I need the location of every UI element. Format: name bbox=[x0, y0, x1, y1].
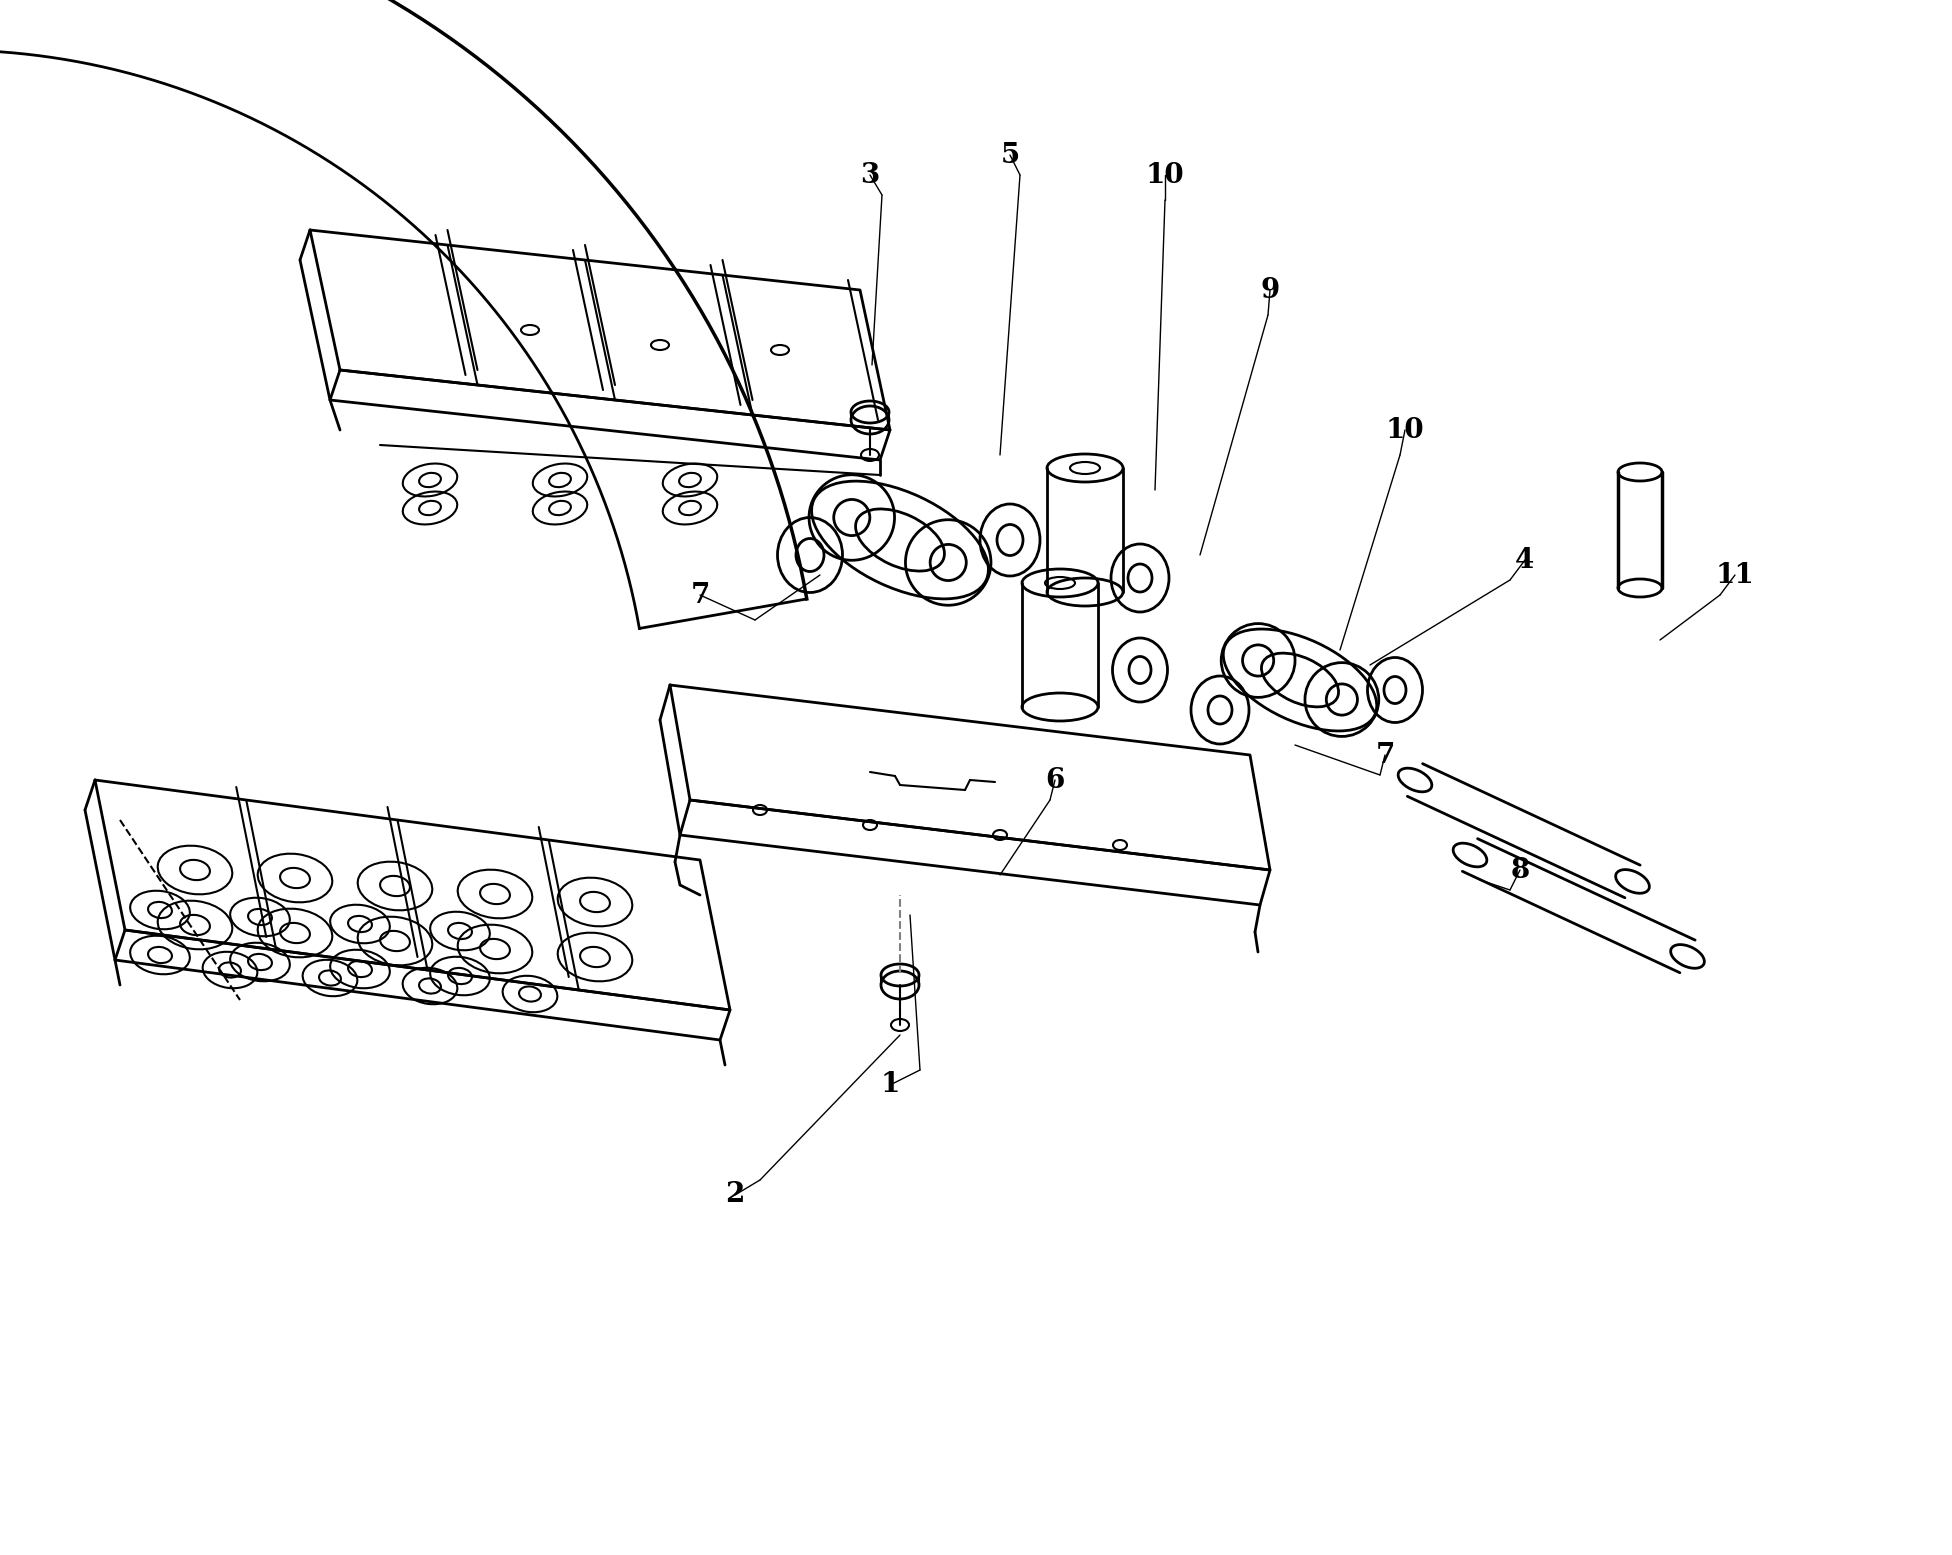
Text: 11: 11 bbox=[1716, 561, 1755, 588]
Text: 1: 1 bbox=[880, 1071, 900, 1098]
Text: 3: 3 bbox=[861, 162, 880, 188]
Text: 4: 4 bbox=[1515, 546, 1534, 574]
Text: 8: 8 bbox=[1511, 857, 1530, 883]
Text: 7: 7 bbox=[1376, 742, 1394, 768]
Text: 2: 2 bbox=[726, 1182, 744, 1208]
Text: 6: 6 bbox=[1046, 767, 1064, 793]
Text: 7: 7 bbox=[691, 582, 711, 608]
Text: 9: 9 bbox=[1261, 277, 1281, 303]
Text: 5: 5 bbox=[999, 142, 1019, 168]
Text: 10: 10 bbox=[1146, 162, 1185, 188]
Text: 10: 10 bbox=[1386, 417, 1425, 443]
